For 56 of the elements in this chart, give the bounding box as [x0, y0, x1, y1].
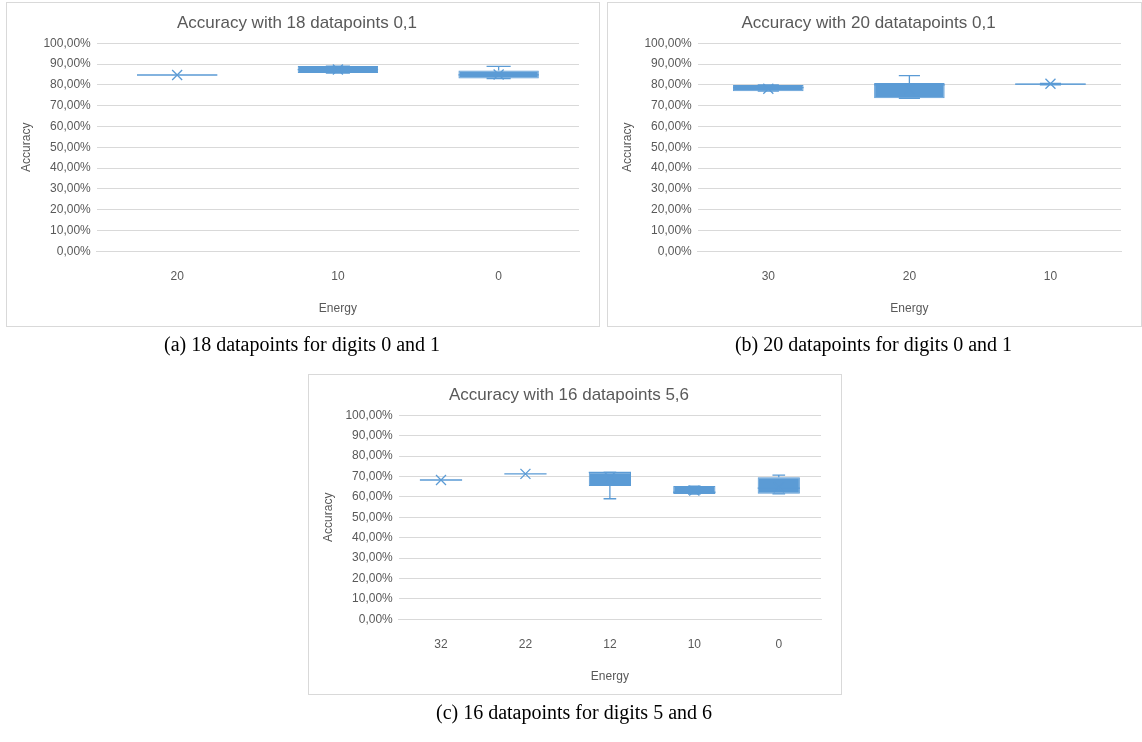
y-tick-label: 70,00% [352, 468, 394, 483]
y-tick-label: 70,00% [651, 98, 693, 113]
y-tick-label: 90,00% [50, 56, 92, 71]
y-tick-label: 90,00% [352, 428, 394, 443]
y-axis-title: Accuracy [619, 122, 634, 172]
y-tick-label: 10,00% [352, 591, 394, 606]
y-tick-label: 20,00% [651, 201, 693, 216]
y-tick-label: 20,00% [50, 201, 92, 216]
chart-title: Accuracy with 18 datapoints 0,1 [176, 12, 418, 32]
y-tick-label: 90,00% [651, 56, 693, 71]
y-tick-label: 20,00% [352, 570, 394, 585]
chart-title: Accuracy with 20 datatapoints 0,1 [741, 12, 996, 32]
x-axis-title: Energy [890, 301, 929, 316]
x-tick-label: 20 [902, 268, 917, 283]
y-tick-label: 40,00% [50, 160, 92, 175]
x-tick-label: 0 [495, 268, 503, 283]
y-axis-title: Accuracy [320, 492, 335, 542]
x-tick-label: 12 [603, 636, 617, 651]
y-tick-label: 100,00% [644, 35, 693, 50]
x-axis-title: Energy [590, 669, 629, 684]
x-tick-label: 32 [434, 636, 448, 651]
y-tick-label: 100,00% [345, 407, 394, 422]
y-tick-label: 10,00% [651, 222, 693, 237]
y-tick-label: 60,00% [352, 489, 394, 504]
text: (c) 16 datapoints for digits 5 and 6 [434, 701, 714, 724]
x-tick-label: 20 [170, 268, 185, 283]
y-tick-label: 50,00% [651, 139, 693, 154]
x-axis-title: Energy [318, 301, 357, 316]
text: (a) 18 datapoints for digits 0 and 1 [162, 333, 442, 356]
y-tick-label: 80,00% [651, 77, 693, 92]
y-axis-title: Accuracy [18, 122, 33, 172]
y-tick-label: 50,00% [50, 139, 92, 154]
y-tick-label: 0,00% [358, 611, 394, 626]
x-tick-label: 10 [331, 268, 345, 283]
y-tick-label: 40,00% [651, 160, 693, 175]
y-tick-label: 80,00% [352, 448, 394, 463]
y-tick-label: 50,00% [352, 509, 394, 524]
chart-title: Accuracy with 16 datapoints 5,6 [448, 384, 690, 404]
y-tick-label: 0,00% [657, 243, 693, 258]
x-tick-label: 10 [1043, 268, 1058, 283]
y-tick-label: 60,00% [651, 118, 693, 133]
x-tick-label: 22 [518, 636, 533, 651]
y-tick-label: 80,00% [50, 77, 92, 92]
y-tick-label: 30,00% [651, 181, 693, 196]
y-tick-label: 60,00% [50, 118, 92, 133]
x-tick-label: 30 [761, 268, 776, 283]
y-tick-label: 100,00% [43, 35, 92, 50]
y-tick-label: 70,00% [50, 98, 92, 113]
y-tick-label: 40,00% [352, 529, 394, 544]
y-tick-label: 30,00% [352, 550, 394, 565]
y-tick-label: 0,00% [56, 243, 92, 258]
y-tick-label: 30,00% [50, 181, 92, 196]
x-tick-label: 10 [687, 636, 702, 651]
y-tick-label: 10,00% [50, 222, 92, 237]
text: (b) 20 datapoints for digits 0 and 1 [733, 333, 1014, 356]
x-tick-label: 0 [775, 636, 783, 651]
